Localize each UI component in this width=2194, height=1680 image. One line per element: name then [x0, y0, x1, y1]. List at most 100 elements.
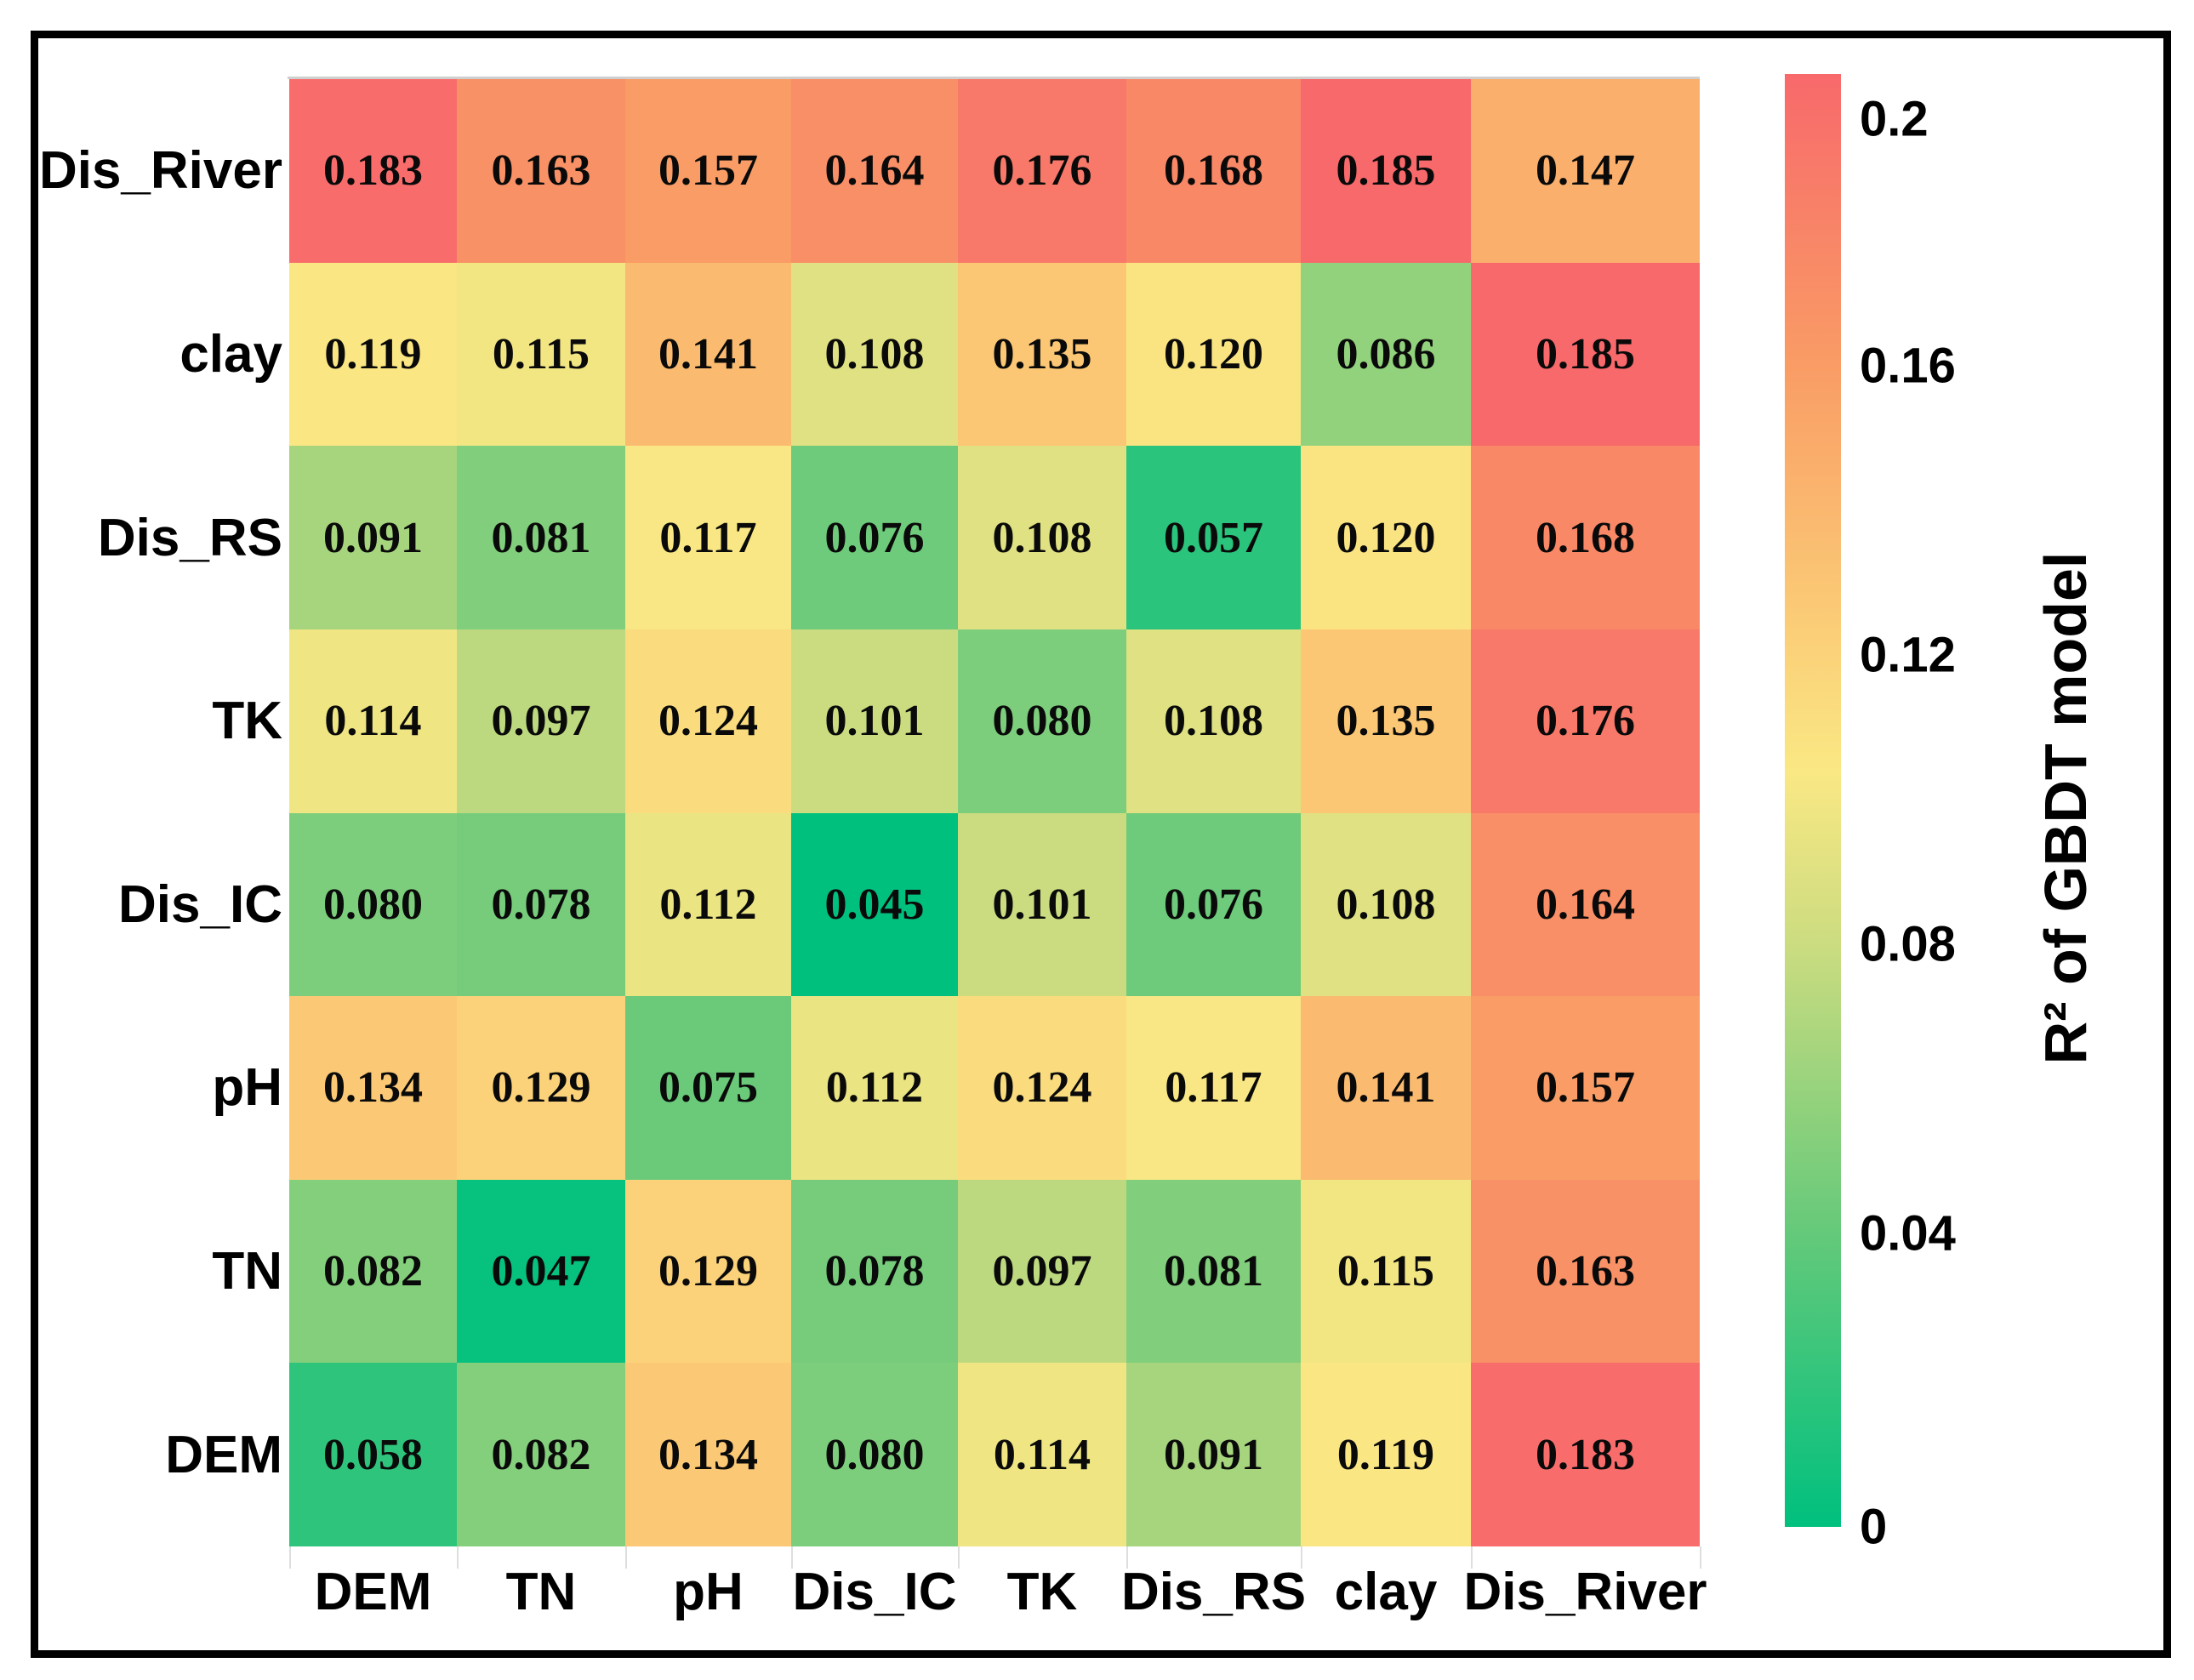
- cell-value: 0.058: [323, 1430, 423, 1479]
- y-axis-label: DEM: [165, 1425, 282, 1484]
- heatmap-cell: 0.108: [1126, 629, 1301, 813]
- cell-value: 0.117: [1165, 1063, 1262, 1113]
- heatmap-cell: 0.124: [625, 629, 791, 813]
- heatmap-cell: 0.076: [791, 446, 958, 629]
- colorbar-tick-label: 0.16: [1860, 338, 1956, 394]
- cell-value: 0.124: [658, 697, 758, 746]
- cell-value: 0.147: [1536, 146, 1635, 196]
- cell-value: 0.164: [1536, 880, 1635, 929]
- cell-value: 0.135: [1336, 697, 1436, 746]
- cell-value: 0.045: [824, 880, 925, 929]
- cell-value: 0.168: [1164, 146, 1263, 196]
- cell-value: 0.081: [1164, 1247, 1263, 1296]
- colorbar-tick-label: 0.12: [1860, 627, 1956, 683]
- heatmap-cell: 0.164: [791, 79, 958, 263]
- heatmap-cell: 0.091: [289, 446, 457, 629]
- y-axis-label: Dis_River: [38, 141, 282, 201]
- heatmap-cell: 0.058: [289, 1363, 457, 1546]
- heatmap-cell: 0.091: [1126, 1363, 1301, 1546]
- cell-value: 0.117: [659, 513, 757, 562]
- cell-value: 0.183: [323, 146, 423, 196]
- x-axis-tick: [1126, 1546, 1128, 1569]
- heatmap-cell: 0.080: [791, 1363, 958, 1546]
- cell-value: 0.164: [824, 146, 925, 196]
- cell-value: 0.108: [1164, 697, 1263, 746]
- heatmap-cell: 0.124: [958, 996, 1126, 1180]
- cell-value: 0.080: [992, 697, 1092, 746]
- x-axis-tick: [1700, 1546, 1701, 1569]
- heatmap-cell: 0.129: [625, 1179, 791, 1364]
- heatmap-cell: 0.163: [457, 79, 625, 263]
- x-axis-label: clay: [1334, 1563, 1438, 1621]
- x-axis-label: Dis_IC: [792, 1563, 957, 1621]
- heatmap-cell: 0.097: [457, 629, 625, 813]
- heatmap-cell: 0.075: [625, 996, 791, 1180]
- cell-value: 0.157: [658, 146, 758, 196]
- colorbar-tick-label: 0: [1860, 1499, 1888, 1555]
- x-axis-tick: [625, 1546, 627, 1569]
- x-axis-label: pH: [673, 1563, 744, 1621]
- cell-value: 0.112: [825, 1063, 924, 1113]
- cell-value: 0.185: [1536, 329, 1635, 379]
- heatmap-cell: 0.163: [1471, 1179, 1700, 1364]
- cell-value: 0.135: [992, 329, 1092, 379]
- cell-value: 0.097: [491, 697, 591, 746]
- heatmap-cell: 0.134: [289, 996, 457, 1180]
- heatmap-cell: 0.117: [1126, 996, 1301, 1180]
- cell-value: 0.091: [323, 513, 423, 562]
- heatmap-cell: 0.082: [289, 1179, 457, 1364]
- heatmap-cell: 0.112: [791, 996, 958, 1180]
- heatmap-cell: 0.097: [958, 1179, 1126, 1364]
- cell-value: 0.114: [993, 1430, 1091, 1479]
- cell-value: 0.081: [491, 513, 591, 562]
- heatmap-cell: 0.135: [958, 262, 1126, 447]
- heatmap-cell: 0.176: [1471, 629, 1700, 813]
- cell-value: 0.157: [1536, 1063, 1635, 1113]
- heatmap-cell: 0.183: [1471, 1363, 1700, 1546]
- cell-value: 0.078: [491, 880, 591, 929]
- heatmap-cell: 0.078: [791, 1179, 958, 1364]
- x-axis-tick: [1301, 1546, 1302, 1569]
- heatmap-cell: 0.081: [1126, 1179, 1301, 1364]
- cell-value: 0.101: [992, 880, 1092, 929]
- colorbar-tick-label: 0.2: [1860, 91, 1929, 147]
- heatmap-cell: 0.141: [1301, 996, 1471, 1180]
- colorbar-tick-label: 0.04: [1860, 1205, 1956, 1261]
- cell-value: 0.108: [992, 513, 1092, 562]
- heatmap-cell: 0.076: [1126, 812, 1301, 997]
- cell-value: 0.076: [824, 513, 925, 562]
- heatmap-cell: 0.183: [289, 79, 457, 263]
- cell-value: 0.080: [323, 880, 423, 929]
- x-axis-tick: [457, 1546, 459, 1569]
- x-axis-label: DEM: [314, 1563, 432, 1621]
- cell-value: 0.112: [659, 880, 757, 929]
- cell-value: 0.120: [1336, 513, 1436, 562]
- heatmap-cell: 0.185: [1301, 79, 1471, 263]
- heatmap-cell: 0.157: [625, 79, 791, 263]
- cell-value: 0.168: [1536, 513, 1635, 562]
- cell-value: 0.183: [1536, 1430, 1635, 1479]
- x-axis-label: Dis_RS: [1120, 1563, 1307, 1621]
- heatmap-grid: 0.183 0.163 0.157 0.164 0.176 0.168 0.185 0.147…: [289, 79, 1700, 1546]
- cell-value: 0.120: [1164, 329, 1263, 379]
- cell-value: 0.086: [1336, 329, 1436, 379]
- colorbar: [1785, 74, 1841, 1527]
- y-axis-label: Dis_IC: [118, 874, 282, 934]
- heatmap-cell: 0.147: [1471, 79, 1700, 263]
- heatmap-cell: 0.176: [958, 79, 1126, 263]
- x-axis-label: Dis_River: [1463, 1563, 1707, 1621]
- heatmap-cell: 0.045: [791, 812, 958, 997]
- cell-value: 0.082: [323, 1247, 423, 1296]
- cell-value: 0.141: [1336, 1063, 1436, 1113]
- heatmap-cell: 0.114: [289, 629, 457, 813]
- y-axis-label: pH: [212, 1058, 282, 1118]
- cell-value: 0.129: [491, 1063, 591, 1113]
- heatmap-cell: 0.115: [1301, 1179, 1471, 1364]
- heatmap-cell: 0.082: [457, 1363, 625, 1546]
- cell-value: 0.114: [324, 697, 422, 746]
- x-axis-tick: [289, 1546, 291, 1569]
- cell-value: 0.119: [324, 329, 422, 379]
- cell-value: 0.176: [992, 146, 1092, 196]
- heatmap-cell: 0.108: [958, 446, 1126, 629]
